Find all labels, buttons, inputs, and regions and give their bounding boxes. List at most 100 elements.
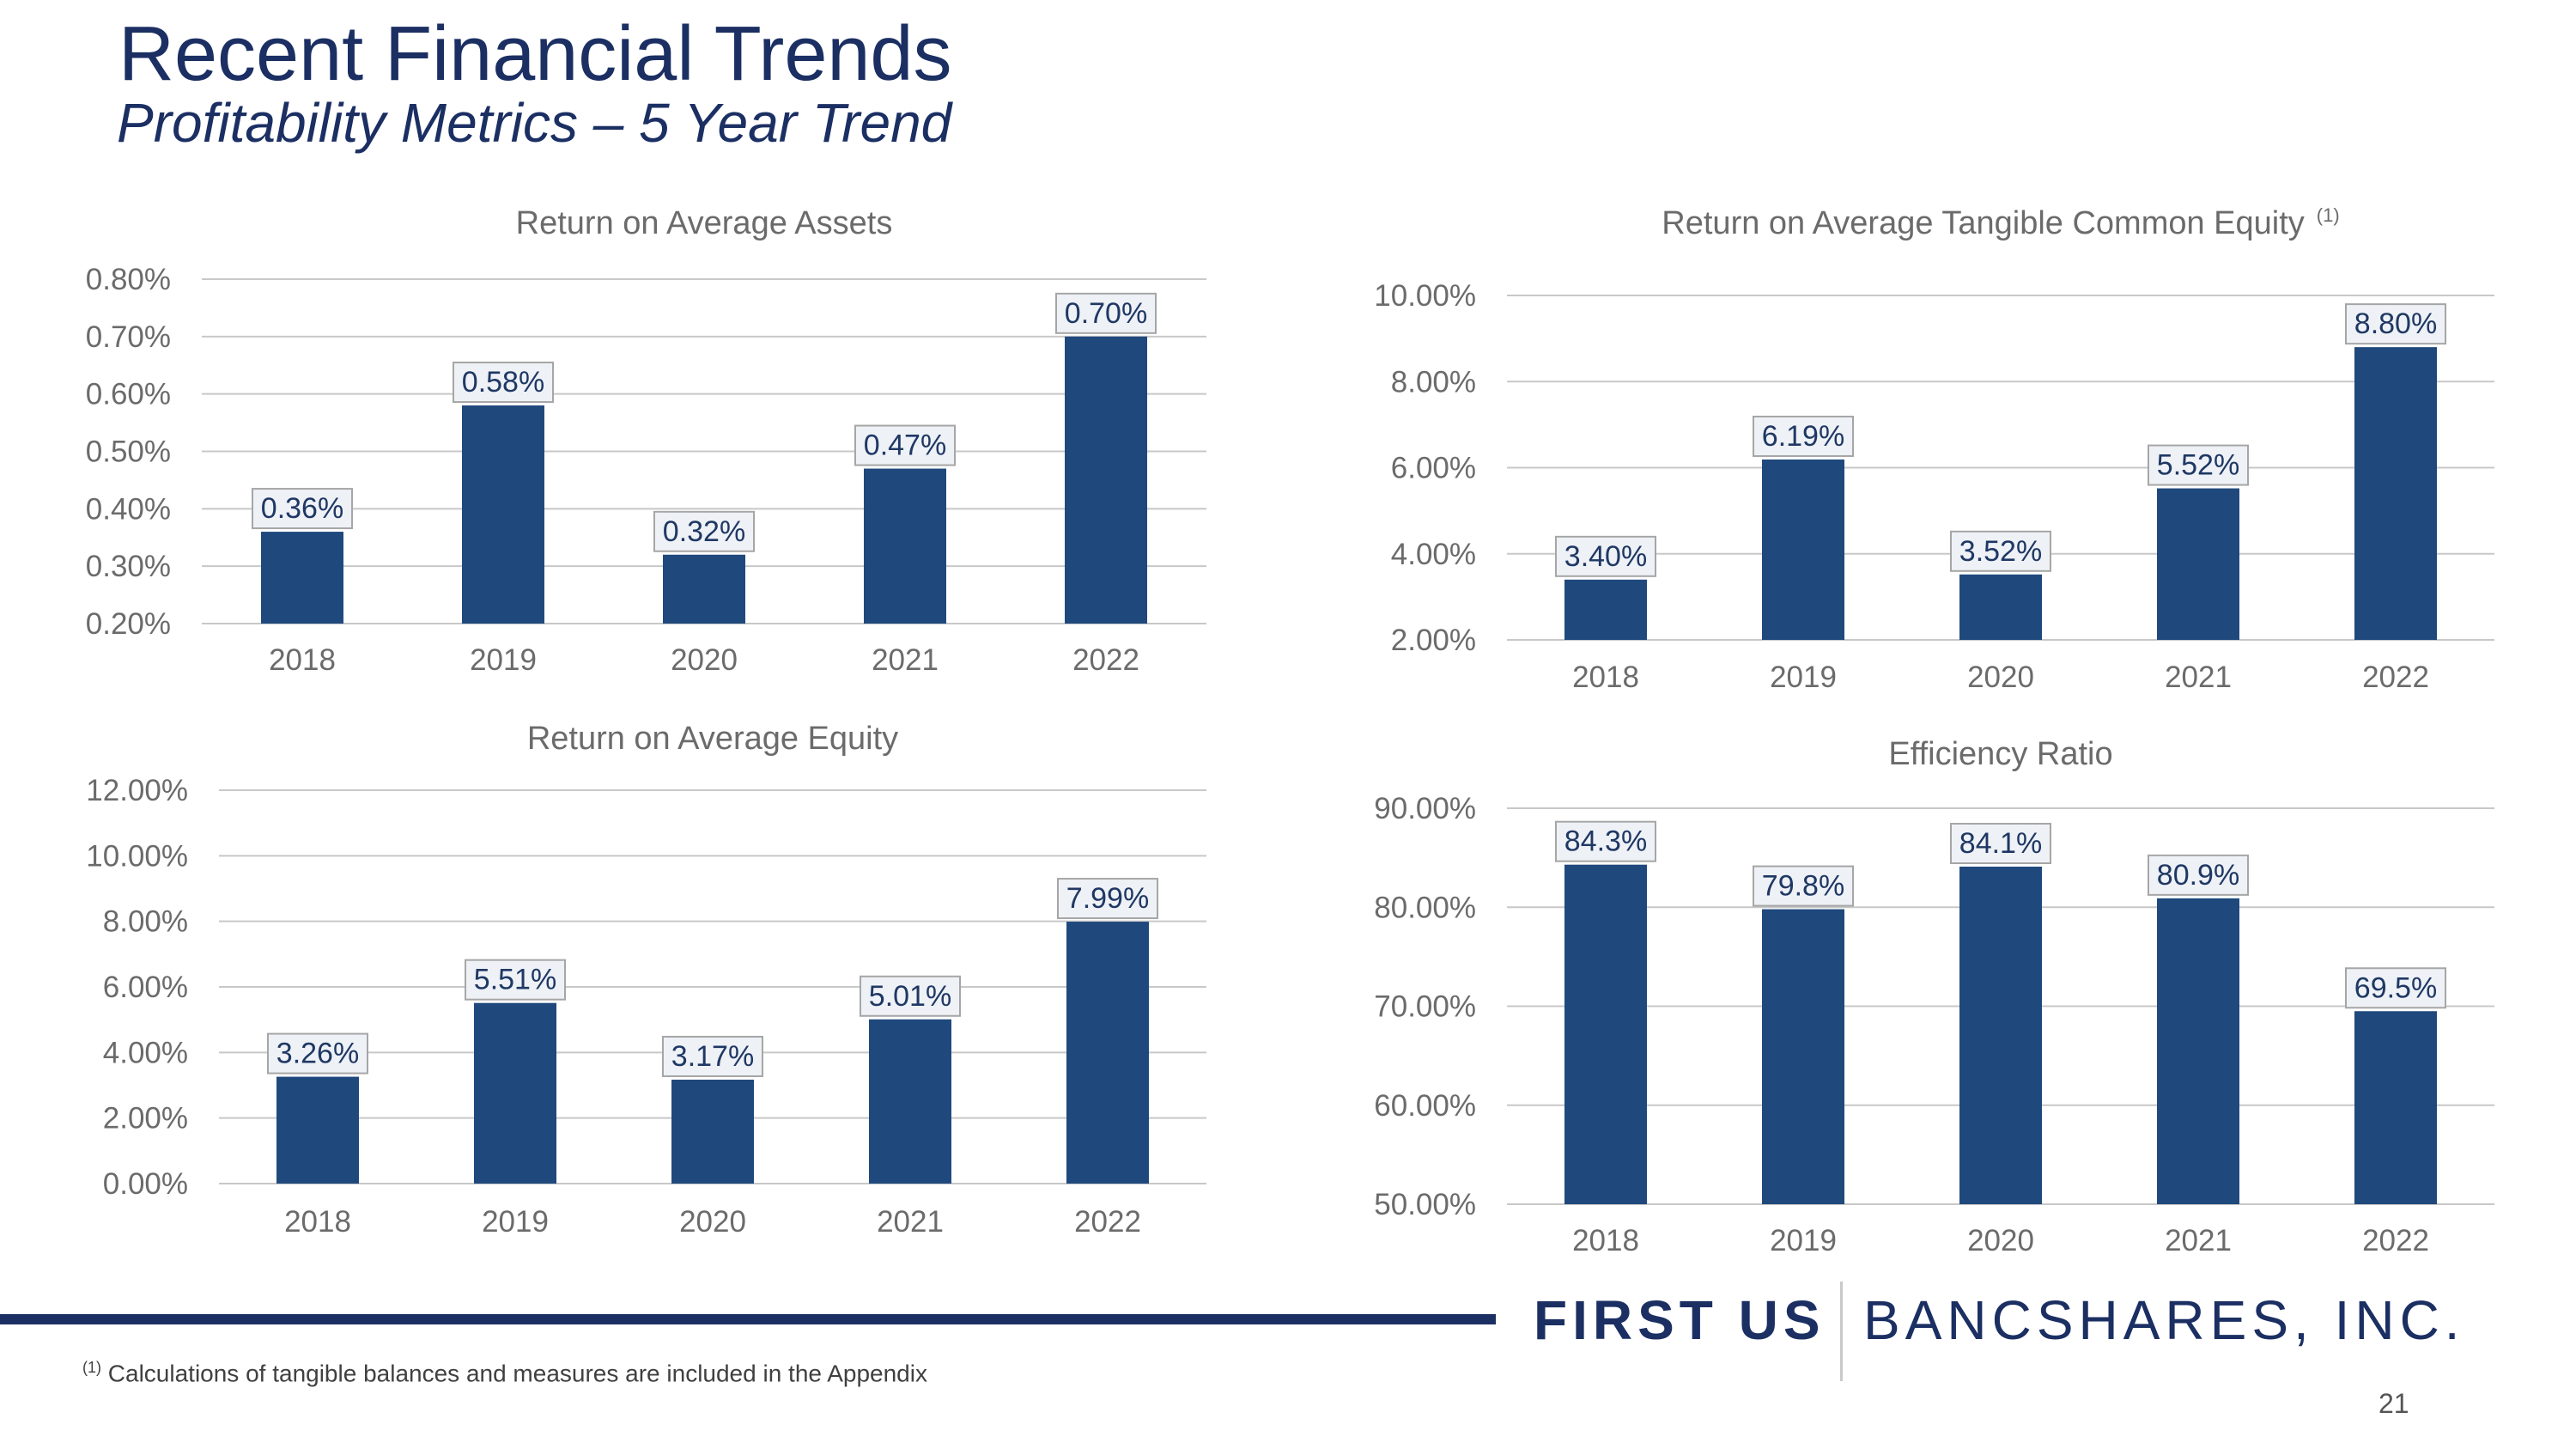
y-tick-label: 0.20% xyxy=(86,607,171,641)
x-tick-label: 2018 xyxy=(284,1205,351,1239)
bar xyxy=(474,1002,556,1184)
data-label: 3.40% xyxy=(1564,540,1647,573)
bar xyxy=(1564,579,1647,640)
y-tick-label: 8.00% xyxy=(1391,365,1476,399)
chart-title: Efficiency Ratio xyxy=(1888,736,2112,772)
y-tick-label: 4.00% xyxy=(1391,538,1476,571)
data-label: 0.36% xyxy=(261,492,343,525)
slide-subtitle: Profitability Metrics – 5 Year Trend xyxy=(117,92,952,154)
x-tick-label: 2021 xyxy=(872,643,939,677)
data-label-box xyxy=(1753,865,1854,907)
x-tick-label: 2022 xyxy=(1074,1205,1141,1239)
x-tick-label: 2018 xyxy=(1572,661,1639,694)
data-label-box xyxy=(453,362,554,404)
bar xyxy=(1959,574,2042,640)
bar xyxy=(1762,459,1844,640)
bar xyxy=(2157,898,2239,1204)
x-tick-label: 2021 xyxy=(877,1205,944,1239)
data-label-box xyxy=(267,1032,368,1075)
data-label: 0.32% xyxy=(663,515,745,548)
data-label: 79.8% xyxy=(1762,870,1844,903)
chart-return-on-average-equity: Return on Average Equity 0.00% 2.00% 4.00% 6… xyxy=(86,721,1206,1239)
chart-title: Return on Average Tangible Common Equity… xyxy=(1662,204,2339,241)
y-tick-label: 6.00% xyxy=(103,971,188,1004)
y-tick-label: 80.00% xyxy=(1374,891,1476,924)
x-tick-label: 2020 xyxy=(1967,1224,2034,1257)
data-label: 5.52% xyxy=(2157,449,2239,482)
data-label: 3.26% xyxy=(276,1038,359,1070)
footnote-text: Calculations of tangible balances and me… xyxy=(107,1360,927,1387)
data-label-box xyxy=(1950,530,2051,572)
y-tick-label: 90.00% xyxy=(1374,792,1476,825)
bar xyxy=(663,554,745,624)
y-tick-label: 60.00% xyxy=(1374,1089,1476,1123)
data-label-box xyxy=(854,424,956,466)
data-label-box xyxy=(1055,292,1157,334)
x-tick-label: 2022 xyxy=(2362,661,2429,694)
y-tick-label: 70.00% xyxy=(1374,990,1476,1024)
x-tick-label: 2019 xyxy=(1770,661,1837,694)
x-tick-label: 2018 xyxy=(269,643,336,677)
chart-title: Return on Average Equity xyxy=(527,721,898,757)
data-label-box xyxy=(252,488,353,530)
x-tick-label: 2020 xyxy=(1967,661,2034,694)
logo-divider xyxy=(1840,1282,1843,1381)
y-tick-label: 0.50% xyxy=(86,435,171,469)
footnote-marker: (1) xyxy=(82,1359,101,1376)
data-label-box xyxy=(465,959,566,1001)
data-label-box xyxy=(1950,822,2051,864)
data-label: 0.47% xyxy=(864,429,946,462)
data-label: 8.80% xyxy=(2354,307,2437,340)
y-tick-label: 0.80% xyxy=(86,263,171,296)
x-tick-label: 2019 xyxy=(482,1205,549,1239)
chart-return-on-average-assets: Return on Average Assets 0.20% 0.30% 0.40% 0… xyxy=(86,205,1206,677)
bar xyxy=(1762,909,1844,1204)
bar xyxy=(1959,866,2042,1204)
data-label-box xyxy=(2148,444,2249,486)
logo-first-us: FIRST US xyxy=(1534,1289,1826,1351)
data-label-box xyxy=(1057,878,1158,920)
bar xyxy=(1564,864,1647,1204)
data-label: 6.19% xyxy=(1762,420,1844,453)
data-label: 5.01% xyxy=(869,980,951,1013)
y-tick-label: 6.00% xyxy=(1391,452,1476,485)
y-tick-label: 4.00% xyxy=(103,1036,188,1069)
data-label: 0.58% xyxy=(462,366,544,399)
bar xyxy=(864,468,946,624)
bar xyxy=(2354,347,2437,640)
y-tick-label: 0.40% xyxy=(86,492,171,526)
y-tick-label: 10.00% xyxy=(86,839,188,873)
bar xyxy=(2157,488,2239,640)
bar xyxy=(462,405,544,624)
y-tick-label: 12.00% xyxy=(86,774,188,807)
data-label-box xyxy=(1555,820,1656,862)
data-label-box xyxy=(860,975,961,1017)
chart-efficiency-ratio: Efficiency Ratio 50.00% 60.00% 70.00% 80.00%… xyxy=(1374,736,2494,1257)
data-label: 7.99% xyxy=(1066,882,1149,915)
data-label: 69.5% xyxy=(2354,971,2437,1004)
data-label-box xyxy=(653,510,755,552)
y-tick-label: 0.00% xyxy=(103,1167,188,1201)
data-label: 5.51% xyxy=(474,964,556,996)
x-tick-label: 2020 xyxy=(671,643,738,677)
bar xyxy=(261,532,343,624)
x-tick-label: 2018 xyxy=(1572,1224,1639,1257)
y-tick-label: 0.60% xyxy=(86,378,171,411)
data-label-box xyxy=(2345,303,2446,345)
x-tick-label: 2021 xyxy=(2165,661,2232,694)
data-label-box xyxy=(2345,967,2446,1009)
data-label: 0.70% xyxy=(1065,297,1147,330)
chart-return-on-average-tangible-common-equity: Return on Average Tangible Common Equity… xyxy=(1374,204,2494,694)
x-tick-label: 2019 xyxy=(470,643,537,677)
data-label-box xyxy=(1753,415,1854,457)
y-tick-label: 8.00% xyxy=(103,905,188,939)
y-tick-label: 10.00% xyxy=(1374,279,1476,313)
x-tick-label: 2019 xyxy=(1770,1224,1837,1257)
footnote: (1) Calculations of tangible balances an… xyxy=(82,1359,927,1387)
bar xyxy=(671,1080,754,1184)
data-label-box xyxy=(662,1036,763,1078)
y-tick-label: 0.70% xyxy=(86,320,171,354)
y-tick-label: 50.00% xyxy=(1374,1188,1476,1221)
chart-title: Return on Average Assets xyxy=(516,205,893,241)
x-tick-label: 2022 xyxy=(1072,643,1139,677)
